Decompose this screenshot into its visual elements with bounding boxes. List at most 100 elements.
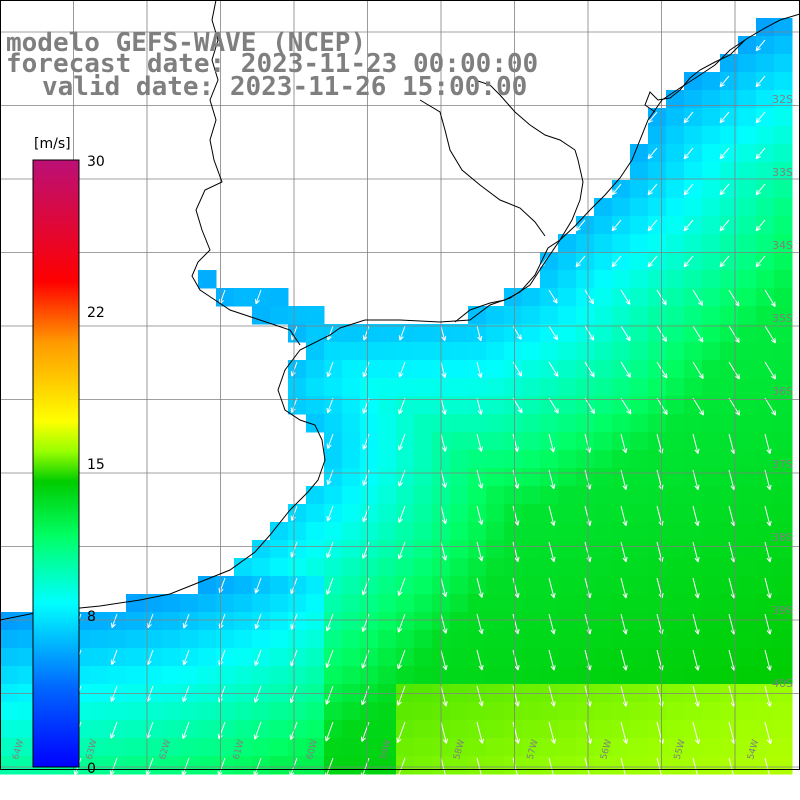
speed-cell	[450, 504, 469, 523]
speed-cell	[666, 126, 685, 145]
wind-arrow	[764, 325, 776, 344]
speed-cell	[594, 378, 613, 397]
speed-cell	[450, 666, 469, 685]
speed-cell	[756, 252, 775, 271]
speed-cell	[738, 486, 757, 505]
speed-cell	[414, 396, 433, 415]
speed-cell	[504, 306, 523, 325]
speed-cell	[720, 162, 739, 181]
wind-speed-field	[0, 18, 793, 775]
speed-cell	[270, 630, 289, 649]
speed-cell	[270, 612, 289, 631]
speed-cell	[594, 216, 613, 235]
speed-cell	[756, 558, 775, 577]
speed-cell	[270, 306, 289, 325]
speed-cell	[702, 738, 721, 757]
speed-cell	[450, 630, 469, 649]
speed-cell	[162, 648, 181, 667]
speed-cell	[414, 432, 433, 451]
speed-cell	[774, 342, 793, 361]
speed-cell	[540, 270, 559, 289]
speed-cell	[666, 108, 685, 127]
speed-cell	[594, 468, 613, 487]
speed-cell	[774, 288, 793, 307]
speed-cell	[720, 630, 739, 649]
speed-cell	[468, 522, 487, 541]
speed-cell	[756, 216, 775, 235]
speed-cell	[540, 576, 559, 595]
speed-cell	[594, 396, 613, 415]
speed-cell	[684, 90, 703, 109]
speed-cell	[558, 306, 577, 325]
speed-cell	[738, 648, 757, 667]
speed-cell	[468, 648, 487, 667]
speed-cell	[486, 486, 505, 505]
speed-cell	[360, 324, 379, 343]
speed-cell	[774, 720, 793, 739]
speed-cell	[774, 270, 793, 289]
wind-arrow	[362, 505, 370, 523]
speed-cell	[486, 720, 505, 739]
speed-cell	[342, 576, 361, 595]
wind-arrow	[512, 721, 520, 744]
wind-arrow	[620, 289, 631, 305]
speed-cell	[270, 756, 289, 775]
wind-arrow	[719, 147, 730, 160]
speed-cell	[144, 738, 163, 757]
speed-cell	[702, 198, 721, 217]
speed-cell	[648, 558, 667, 577]
speed-cell	[720, 720, 739, 739]
speed-cell	[450, 360, 469, 379]
speed-cell	[198, 630, 217, 649]
speed-cell	[612, 720, 631, 739]
speed-cell	[486, 738, 505, 757]
speed-cell	[162, 666, 181, 685]
speed-cell	[414, 594, 433, 613]
speed-cell	[684, 198, 703, 217]
speed-cell	[414, 612, 433, 631]
speed-cell	[576, 306, 595, 325]
wind-arrow	[719, 183, 730, 196]
wind-arrow	[476, 541, 484, 562]
speed-cell	[648, 630, 667, 649]
speed-cell	[504, 720, 523, 739]
speed-cell	[396, 522, 415, 541]
speed-cell	[360, 414, 379, 433]
speed-cell	[630, 612, 649, 631]
speed-cell	[612, 360, 631, 379]
wind-arrow	[512, 541, 520, 563]
speed-cell	[306, 576, 325, 595]
wind-arrow	[584, 325, 595, 341]
speed-cell	[216, 594, 235, 613]
national-border	[191, 0, 301, 346]
speed-cell	[648, 450, 667, 469]
speed-cell	[594, 324, 613, 343]
wind-arrow	[361, 613, 370, 632]
speed-cell	[558, 756, 577, 775]
speed-cell	[360, 648, 379, 667]
speed-cell	[756, 702, 775, 721]
wind-arrow	[584, 505, 592, 527]
speed-cell	[288, 540, 307, 559]
speed-cell	[720, 504, 739, 523]
speed-cell	[360, 738, 379, 757]
speed-cell	[324, 414, 343, 433]
speed-cell	[486, 666, 505, 685]
speed-cell	[270, 288, 289, 307]
speed-cell	[756, 144, 775, 163]
speed-cell	[558, 414, 577, 433]
speed-cell	[720, 288, 739, 307]
forecast-date: forecast date: 2023-11-23 00:00:00	[6, 49, 539, 79]
wind-arrow	[611, 183, 622, 196]
speed-cell	[738, 126, 757, 145]
speed-cell	[666, 252, 685, 271]
speed-cell	[612, 432, 631, 451]
speed-cell	[576, 342, 595, 361]
speed-cell	[450, 468, 469, 487]
speed-cell	[180, 666, 199, 685]
speed-cell	[288, 306, 307, 325]
speed-cell	[684, 648, 703, 667]
speed-cell	[612, 540, 631, 559]
wind-arrow	[324, 757, 334, 778]
speed-cell	[198, 738, 217, 757]
